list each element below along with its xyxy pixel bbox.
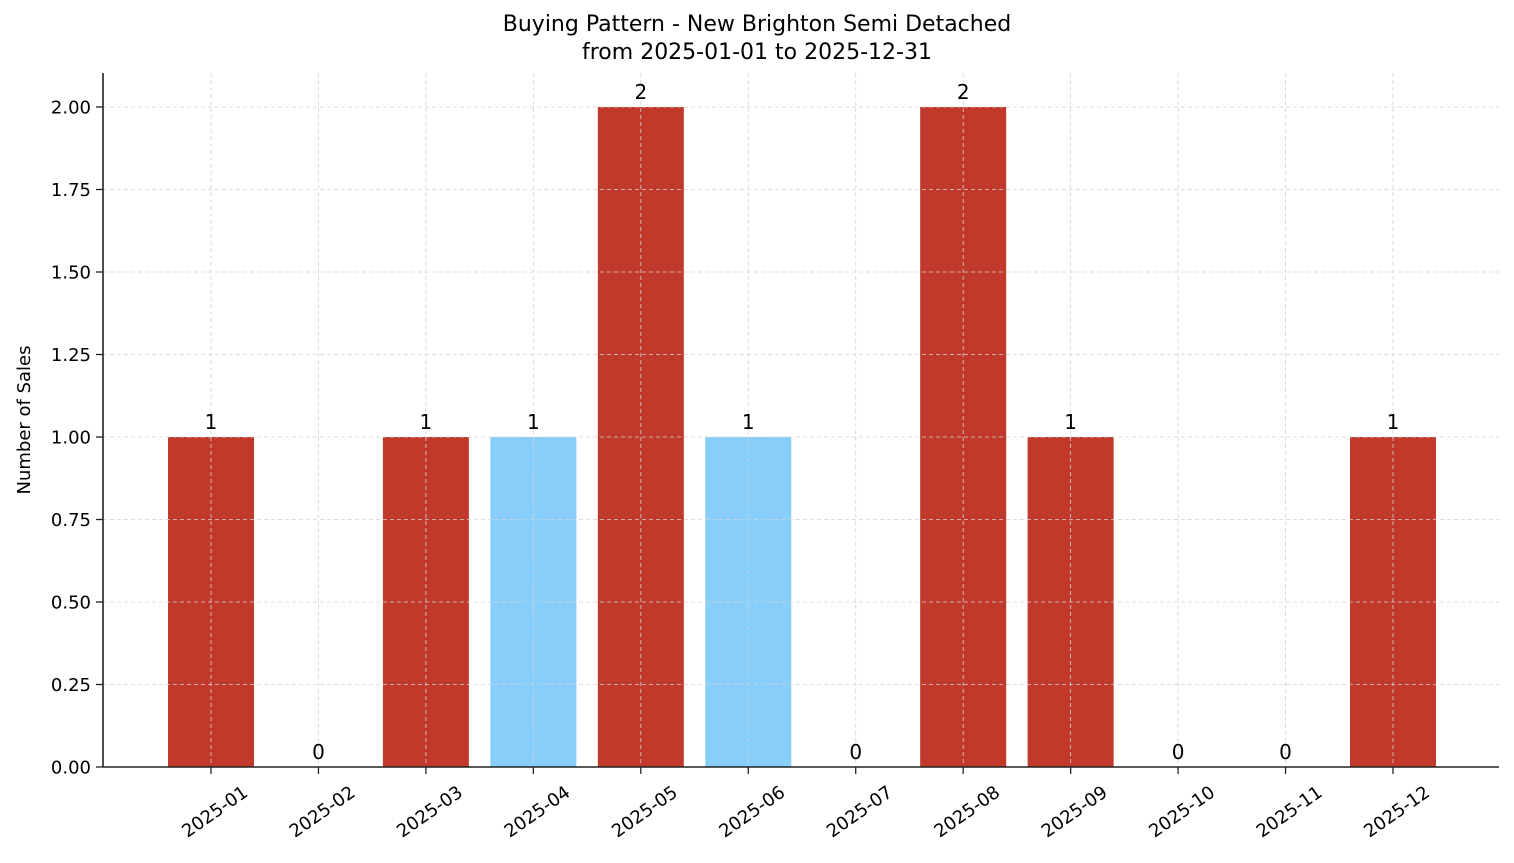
bar-value-label: 1 <box>742 410 755 434</box>
y-tick-label: 0.00 <box>51 758 91 779</box>
x-tick-label: 2025-07 <box>823 782 897 842</box>
bar-value-label: 0 <box>312 740 325 764</box>
x-tick-label: 2025-02 <box>286 782 360 842</box>
y-tick-label: 0.75 <box>51 510 91 531</box>
x-tick-label: 2025-05 <box>608 782 682 842</box>
y-tick-label: 0.25 <box>51 675 91 696</box>
y-tick-label: 1.25 <box>51 345 91 366</box>
bar-value-label: 1 <box>420 410 433 434</box>
y-tick-label: 1.50 <box>51 263 91 284</box>
bar-value-label: 0 <box>849 740 862 764</box>
y-axis-label: Number of Sales <box>14 345 35 494</box>
x-tick-label: 2025-12 <box>1360 782 1434 842</box>
bar-value-label: 2 <box>634 80 647 104</box>
y-tick-label: 1.75 <box>51 180 91 201</box>
bar-value-label: 1 <box>1064 410 1077 434</box>
bar-value-label: 0 <box>1172 740 1185 764</box>
x-tick-label: 2025-11 <box>1253 782 1327 842</box>
y-tick-label: 2.00 <box>51 98 91 119</box>
chart-title-line-1: Buying Pattern - New Brighton Semi Detac… <box>502 12 1012 37</box>
x-tick-label: 2025-10 <box>1145 782 1219 842</box>
bar-value-label: 0 <box>1279 740 1292 764</box>
bar-value-label: 1 <box>527 410 540 434</box>
x-tick-label: 2025-09 <box>1038 782 1112 842</box>
bar-value-label: 1 <box>205 410 218 434</box>
x-tick-label: 2025-04 <box>501 782 575 842</box>
x-tick-label: 2025-03 <box>393 782 467 842</box>
data-labels: 1 0 1 1 2 1 0 2 1 0 0 1 <box>205 80 1400 764</box>
x-axis-ticks: 2025-01 2025-02 2025-03 2025-04 2025-05 2025-… <box>178 767 1434 842</box>
x-tick-label: 2025-01 <box>178 782 252 842</box>
chart-title-line-2: from 2025-01-01 to 2025-12-31 <box>582 40 932 65</box>
y-axis-ticks: 0.00 0.25 0.50 0.75 1.00 1.25 1.50 1.75 2.00 <box>51 98 103 779</box>
bar-value-label: 1 <box>1387 410 1400 434</box>
bar-value-label: 2 <box>957 80 970 104</box>
y-tick-label: 0.50 <box>51 593 91 614</box>
y-tick-label: 1.00 <box>51 428 91 449</box>
x-tick-label: 2025-08 <box>930 782 1004 842</box>
grid-lines <box>103 73 1499 767</box>
x-tick-label: 2025-06 <box>715 782 789 842</box>
